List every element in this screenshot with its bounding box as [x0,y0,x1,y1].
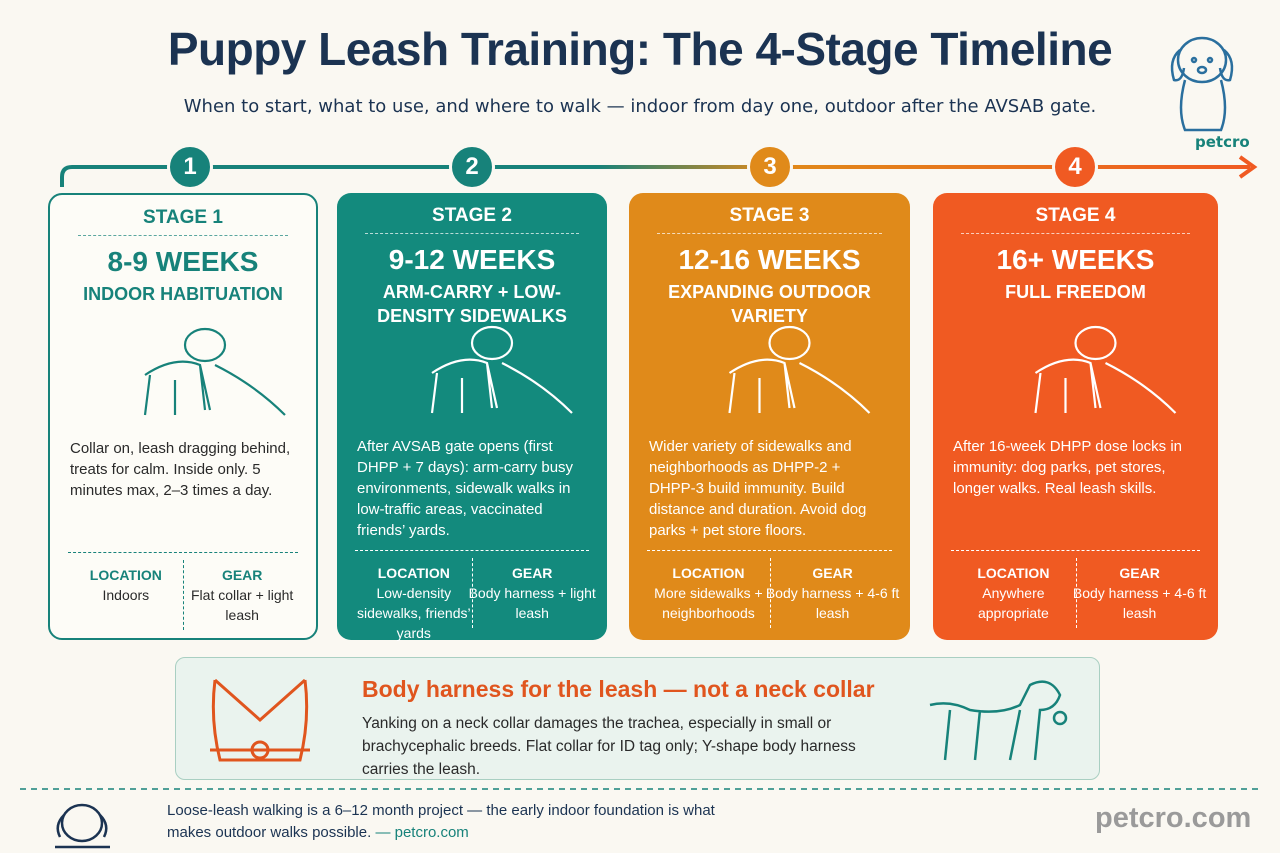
gear-info: GEAR Body harness + light leash [467,563,597,623]
illustration-part [501,362,573,414]
stage-label: STAGE 4 [1035,205,1116,226]
divider [355,550,589,551]
footer-brand: petcro.com [1095,802,1252,834]
location-info: LOCATION Anywhere appropriate [945,563,1082,623]
illustration-part [728,358,796,414]
illustration-part [143,360,212,416]
gear-value: Body harness + light leash [468,585,596,621]
gear-label: GEAR [221,567,263,583]
dog-harness-icon [929,680,1068,761]
illustration-part [430,325,573,414]
stage-description: Collar on, leash dragging behind, treats… [70,440,291,499]
stage-illustration [143,327,286,416]
illustration-part [430,358,499,414]
divider [68,552,298,553]
stage-badge: 3 [747,144,793,190]
stage-description: After 16-week DHPP dose locks in immunit… [953,438,1182,497]
location-label: LOCATION [377,565,450,581]
illustration-part [470,325,514,361]
footer-note: Loose-leash walking is a 6–12 month proj… [167,800,727,844]
stage-card: STAGE 3 12-16 WEEKS EXPANDING OUTDOOR VARI… [629,193,910,640]
stage-label: STAGE 1 [143,207,223,228]
illustration-part [768,325,811,361]
callout-title: Body harness for the leash — not a neck … [362,676,875,702]
gear-info: GEAR Body harness + 4-6 ft leash [1071,563,1208,623]
location-info: LOCATION Indoors [62,565,190,605]
stage-card: STAGE 4 16+ WEEKS FULL FREEDOM After 16-wee… [933,193,1218,640]
harness-icon [210,678,310,762]
stage-badge: 4 [1052,144,1098,190]
stage-badge: 2 [449,144,495,190]
location-value: Low-density sidewalks, friends’ yards [356,585,471,641]
divider [647,550,892,551]
callout-text: Yanking on a neck collar damages the tra… [362,715,856,778]
stage-illustration [1034,325,1177,414]
stage-title: INDOOR HABITUATION [83,284,283,304]
divider [961,233,1190,234]
divider [1075,558,1077,628]
stage-label: STAGE 2 [432,205,512,226]
location-info: LOCATION Low-density sidewalks, friends’ … [349,563,479,643]
stage-card: STAGE 2 9-12 WEEKS ARM-CARRY + LOW-DENSITY… [337,193,607,643]
illustration-part [214,364,286,416]
illustration-part [1034,325,1177,414]
illustration-part [799,362,871,414]
stage-description: Wider variety of sidewalks and neighborh… [649,438,867,539]
footer-source: — petcro.com [375,824,469,841]
divider [78,235,288,236]
divider [951,550,1200,551]
footer-note-text: Loose-leash walking is a 6–12 month proj… [167,802,715,841]
location-label: LOCATION [672,565,745,581]
divider [183,560,184,630]
location-label: LOCATION [89,567,162,583]
brand: petcro [1195,133,1250,151]
stage-illustration [430,325,573,414]
location-value: More sidewalks + neighborhoods [654,585,763,621]
gear-label: GEAR [1119,565,1160,581]
gear-value: Flat collar + light leash [191,587,294,623]
illustration-part [1034,358,1102,414]
location-value: Anywhere appropriate [977,585,1049,621]
stage-weeks: 16+ WEEKS [996,244,1155,275]
gear-value: Body harness + 4-6 ft leash [1072,585,1207,621]
stage-weeks: 9-12 WEEKS [388,244,556,275]
location-label: LOCATION [977,565,1050,581]
divider [657,233,882,234]
title: Puppy Leash Training: The 4-Stage Timeli… [167,23,1113,75]
illustration-part [1105,362,1177,414]
gear-label: GEAR [812,565,853,581]
footer-decor [20,788,1260,849]
stage-card: STAGE 1 8-9 WEEKS INDOOR HABITUATION Collar… [48,193,318,640]
illustration-part [1074,325,1117,361]
stage-title: FULL FREEDOM [1005,282,1146,302]
logo-puppy [1170,36,1234,132]
stage-title: ARM-CARRY + LOW-DENSITY SIDEWALKS [377,282,567,326]
location-info: LOCATION More sidewalks + neighborhoods [641,563,776,623]
illustration-part [143,327,286,416]
divider [472,558,473,628]
stage-description: After AVSAB gate opens (first DHPP + 7 d… [357,438,574,539]
gear-info: GEAR Body harness + 4-6 ft leash [765,563,900,623]
illustration-part [183,327,227,363]
gear-label: GEAR [511,565,553,581]
illustration-part [728,325,871,414]
gear-info: GEAR Flat collar + light leash [178,565,306,625]
stage-weeks: 12-16 WEEKS [678,244,861,275]
stage-badge: 1 [167,144,213,190]
subtitle: When to start, what to use, and where to… [183,96,1097,117]
divider [365,233,579,234]
stage-weeks: 8-9 WEEKS [107,246,259,277]
divider [769,558,771,628]
gear-value: Body harness + 4-6 ft leash [765,585,900,621]
stage-label: STAGE 3 [729,205,810,226]
stage-illustration [728,325,871,414]
location-value: Indoors [102,587,150,603]
timeline [60,155,1258,187]
stage-title: EXPANDING OUTDOOR VARIETY [668,282,871,326]
